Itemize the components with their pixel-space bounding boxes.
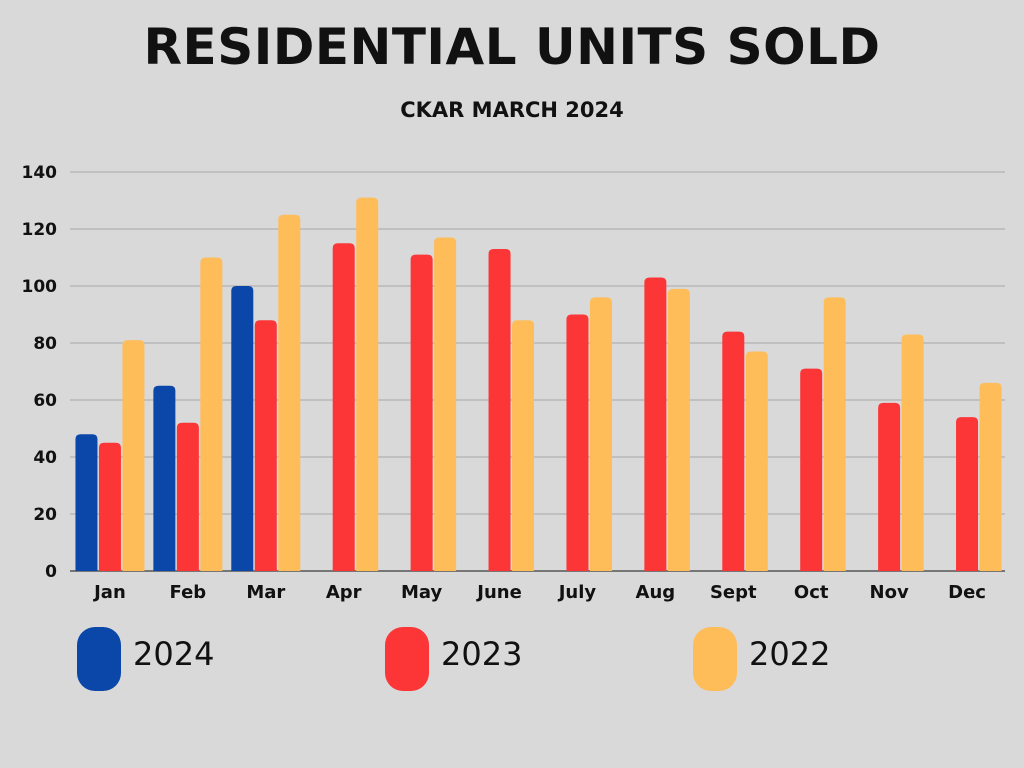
bar-2023-dec [956, 417, 979, 571]
legend-swatch-2023 [385, 627, 429, 691]
bar-2023-sept [722, 331, 745, 571]
x-tick-label-apr: Apr [326, 582, 362, 603]
bar-2023-june [488, 248, 511, 571]
x-tick-label-aug: Aug [636, 582, 676, 603]
bar-2023-feb [176, 422, 199, 571]
x-tick-label-may: May [401, 582, 443, 603]
bar-2023-mar [254, 320, 277, 571]
bar-2022-june [512, 320, 535, 571]
legend-label-2024: 2024 [133, 635, 215, 673]
bar-2022-feb [200, 257, 223, 571]
chart-title: RESIDENTIAL UNITS SOLD [143, 18, 881, 76]
chart-subtitle: CKAR MARCH 2024 [400, 98, 624, 122]
bar-2022-nov [901, 334, 924, 571]
bar-2022-sept [745, 351, 768, 571]
y-tick-label-20: 20 [33, 505, 57, 525]
bar-2023-apr [332, 243, 355, 571]
bar-2024-feb [153, 385, 176, 571]
legend-label-2023: 2023 [441, 635, 523, 673]
bar-2022-july [589, 297, 612, 571]
legend-swatch-2022 [693, 627, 737, 691]
x-tick-label-mar: Mar [246, 582, 285, 603]
x-tick-label-july: July [557, 582, 597, 603]
y-tick-label-140: 140 [22, 163, 58, 183]
x-tick-label-feb: Feb [170, 582, 207, 603]
x-tick-label-june: June [475, 582, 522, 603]
y-tick-label-0: 0 [45, 562, 57, 582]
y-tick-label-60: 60 [33, 391, 57, 411]
bar-2023-aug [644, 277, 667, 571]
y-tick-label-120: 120 [22, 220, 58, 240]
bar-2023-jan [98, 442, 121, 571]
bar-2023-july [566, 314, 589, 571]
x-tick-label-dec: Dec [948, 582, 986, 603]
y-tick-label-40: 40 [33, 448, 57, 468]
bar-2022-dec [979, 382, 1002, 571]
bar-2024-jan [75, 434, 98, 571]
y-tick-label-80: 80 [33, 334, 57, 354]
bar-2024-mar [231, 286, 254, 571]
x-tick-label-jan: Jan [92, 582, 126, 603]
bar-2022-mar [278, 214, 301, 571]
bar-2022-jan [122, 340, 145, 571]
bar-2023-oct [800, 368, 823, 571]
bar-2022-apr [356, 197, 379, 571]
bar-2023-nov [878, 402, 901, 571]
bar-2023-may [410, 254, 433, 571]
x-tick-label-nov: Nov [870, 582, 909, 603]
x-tick-label-sept: Sept [710, 582, 757, 603]
legend-label-2022: 2022 [749, 635, 831, 673]
x-tick-label-oct: Oct [794, 582, 829, 603]
legend-swatch-2024 [77, 627, 121, 691]
bar-2022-aug [667, 288, 690, 571]
bar-2022-oct [823, 297, 846, 571]
y-tick-label-100: 100 [22, 277, 58, 297]
bar-2022-may [434, 237, 457, 572]
